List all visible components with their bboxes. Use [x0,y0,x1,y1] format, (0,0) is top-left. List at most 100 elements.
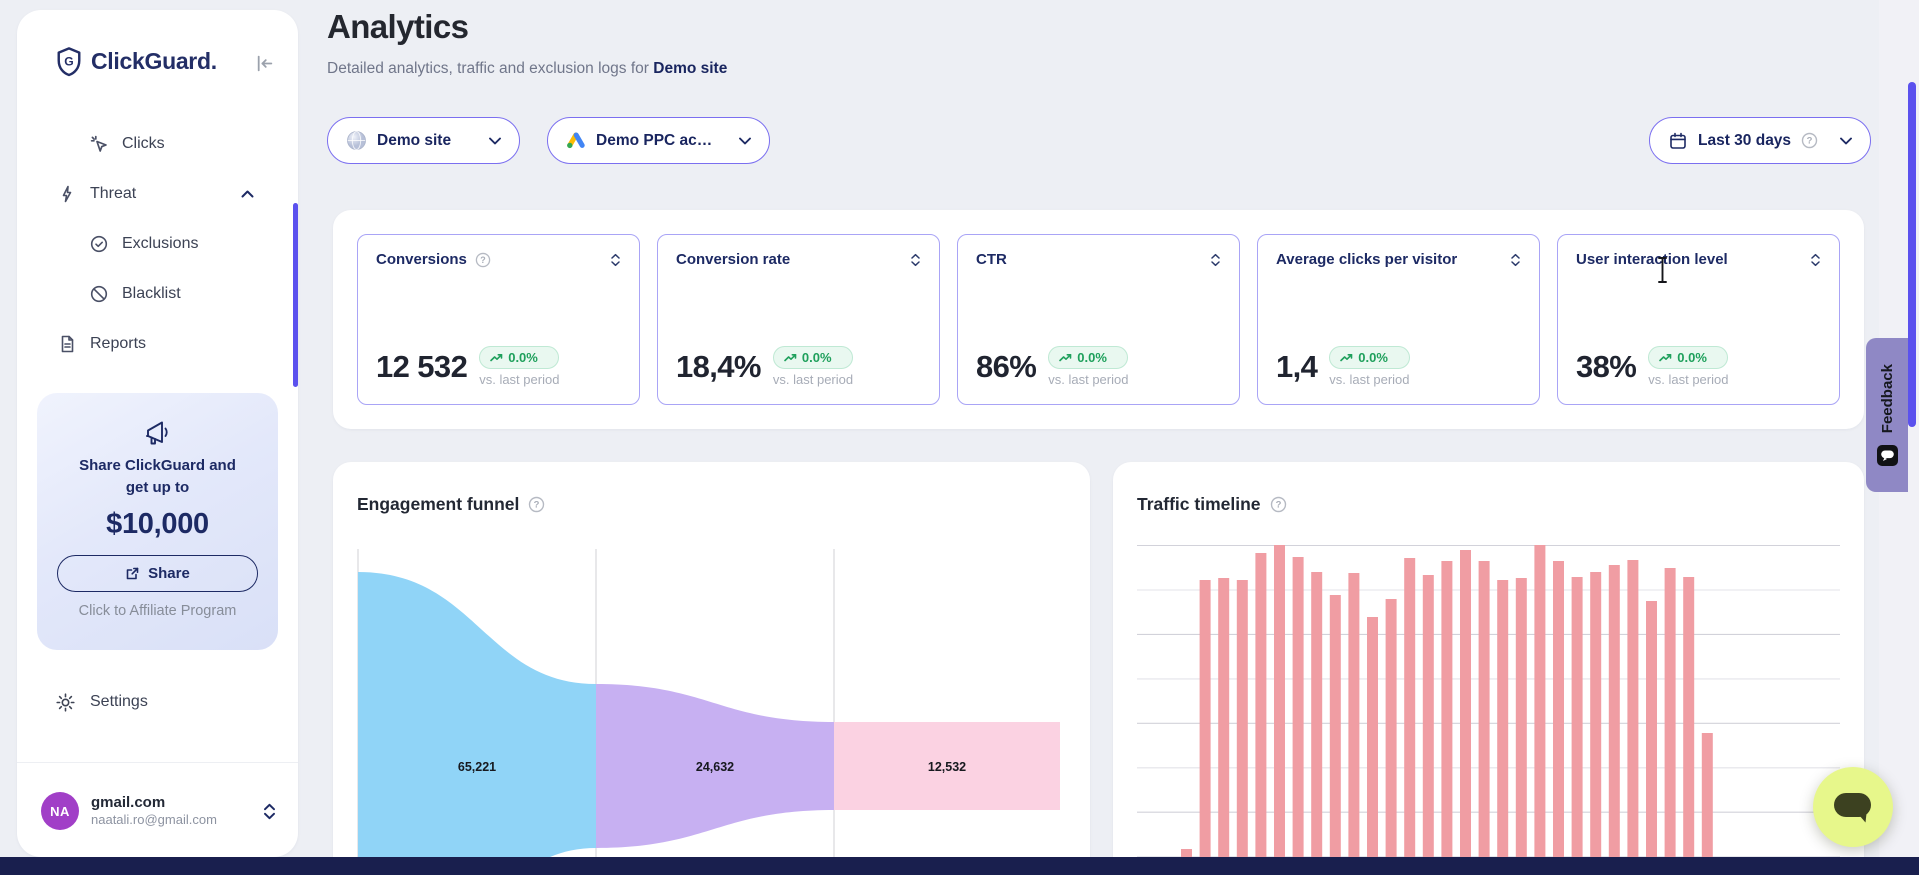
clickguard-logo-icon: G [55,46,83,77]
sidebar-item-clicks[interactable]: Clicks [17,119,298,169]
kpi-value: 12 532 [376,349,468,384]
page-subtitle: Detailed analytics, traffic and exclusio… [327,60,727,78]
nav-label: Blacklist [122,285,181,302]
funnel-value-3: 12,532 [928,760,966,774]
traffic-bar [1199,580,1211,857]
kpi-card-conversion-rate: Conversion rate 18,4% 0.0% vs. last peri… [657,234,940,405]
traffic-bar [1683,577,1695,857]
traffic-bar [1218,578,1230,857]
help-icon[interactable]: ? [475,252,491,268]
sidebar-item-exclusions[interactable]: Exclusions [17,219,298,269]
feedback-tab[interactable]: Feedback [1866,338,1908,492]
compare-caption: vs. last period [1648,372,1729,387]
traffic-bar [1608,565,1620,857]
site-selector[interactable]: Demo site [327,117,520,164]
sidebar-item-settings[interactable]: Settings [55,687,148,717]
traffic-bar [1404,558,1416,857]
google-ads-icon [566,132,586,150]
help-icon[interactable]: ? [1801,132,1818,149]
text-cursor [1656,256,1669,284]
logo: G ClickGuard. [55,46,217,77]
svg-text:?: ? [1807,136,1813,147]
svg-text:?: ? [1275,500,1281,511]
badge-check-icon [89,234,109,254]
share-button[interactable]: Share [57,554,258,592]
no-entry-icon [89,284,109,304]
calendar-icon [1668,131,1688,151]
date-range-selector[interactable]: Last 30 days ? [1649,117,1871,164]
compare-caption: vs. last period [1048,372,1129,387]
sidebar-scrollbar-thumb[interactable] [293,203,298,387]
trend-up-icon [1659,353,1672,362]
help-icon[interactable]: ? [1270,496,1287,513]
traffic-bar [1534,545,1546,857]
bottom-bar [0,857,1919,875]
change-badge: 0.0% [1048,346,1129,369]
chevron-up-icon [241,190,254,198]
kpi-value: 38% [1576,349,1637,384]
traffic-bar [1292,557,1304,857]
promo-headline-line1: Share ClickGuard and [79,457,236,474]
avatar: NA [41,792,79,830]
funnel-stage-1 [358,572,596,857]
help-icon[interactable]: ? [528,496,545,513]
traffic-bar [1646,601,1657,857]
sort-toggle-icon[interactable] [1810,252,1821,268]
traffic-bar [1236,580,1248,857]
traffic-bar [1441,561,1453,857]
compare-caption: vs. last period [479,372,560,387]
sidebar-nav: Clicks Threat [17,119,298,387]
chat-button[interactable] [1813,767,1893,847]
traffic-bar [1497,580,1509,857]
chevron-down-icon [739,137,751,145]
affiliate-promo-card[interactable]: Share ClickGuard and get up to $10,000 S… [37,393,278,650]
funnel-chart: 65,221 24,632 12,532 [357,549,1060,857]
nav-label: Reports [90,335,147,352]
sidebar-item-threat[interactable]: Threat [17,169,298,219]
traffic-bar [1348,573,1360,857]
account-switcher[interactable]: NA gmail.com naatali.ro@gmail.com [41,789,282,833]
sort-toggle-icon[interactable] [1210,252,1221,268]
kpi-value: 1,4 [1276,349,1318,384]
kpi-card-average-clicks: Average clicks per visitor 1,4 0.0% vs. … [1257,234,1540,405]
page-scrollbar-thumb[interactable] [1908,82,1916,427]
ppc-account-selector[interactable]: Demo PPC ac… [547,117,770,164]
sidebar-collapse-icon[interactable] [255,54,274,73]
nav-label: Threat [90,185,137,202]
document-icon [57,334,77,354]
change-value: 0.0% [1077,350,1107,365]
traffic-bar [1460,550,1471,857]
compare-caption: vs. last period [1329,372,1410,387]
page-title: Analytics [327,8,469,45]
trend-up-icon [490,353,503,362]
kpi-card-user-interaction: User interaction level 38% 0.0% vs. last… [1557,234,1840,405]
traffic-bar [1311,572,1323,857]
account-name: gmail.com [91,793,166,811]
change-value: 0.0% [801,350,832,365]
traffic-bar [1274,545,1285,857]
change-value: 0.0% [508,350,538,365]
promo-headline-line2: get up to [125,478,190,496]
subtitle-site-name: Demo site [653,60,728,77]
subtitle-text: Detailed analytics, traffic and exclusio… [327,60,649,77]
nav-label: Clicks [122,135,165,152]
cursor-click-icon [89,134,109,154]
traffic-bar [1590,572,1602,857]
svg-text:?: ? [534,500,540,511]
sidebar-item-blacklist[interactable]: Blacklist [17,269,298,319]
kpi-label: Average clicks per visitor [1276,251,1458,268]
affiliate-link-text[interactable]: Click to Affiliate Program [78,602,237,619]
traffic-bar [1571,577,1583,857]
compare-caption: vs. last period [772,372,854,387]
sort-toggle-icon[interactable] [1510,252,1521,268]
sort-toggle-icon[interactable] [610,252,621,268]
change-value: 0.0% [1677,350,1707,365]
chevron-down-icon [489,137,501,145]
sort-toggle-icon[interactable] [910,252,921,268]
engagement-funnel-card: Engagement funnel ? 65,221 24,632 12,532 [333,462,1090,875]
chevron-up-down-icon [263,802,276,821]
traffic-bar [1701,733,1713,857]
sidebar-item-reports[interactable]: Reports [17,319,298,369]
traffic-bar [1553,561,1564,857]
traffic-bar [1181,849,1192,857]
